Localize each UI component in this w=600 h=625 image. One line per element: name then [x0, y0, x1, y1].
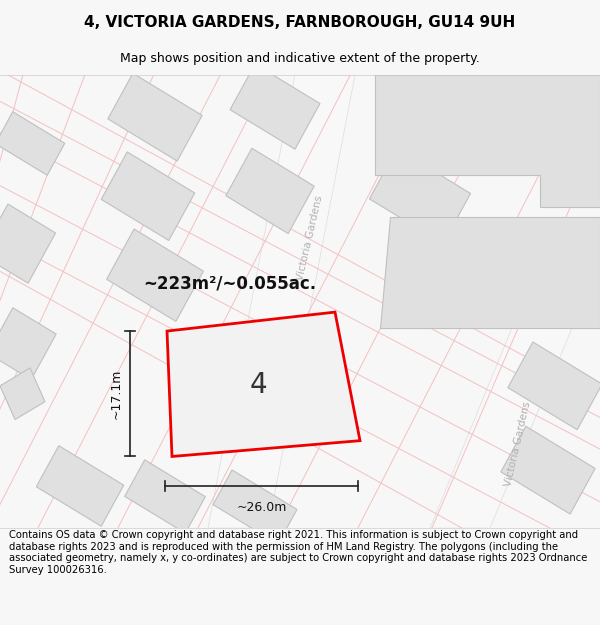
- Polygon shape: [101, 152, 195, 241]
- Text: ~17.1m: ~17.1m: [110, 369, 122, 419]
- Polygon shape: [377, 63, 483, 161]
- Text: Map shows position and indicative extent of the property.: Map shows position and indicative extent…: [120, 52, 480, 65]
- Text: ~26.0m: ~26.0m: [236, 501, 287, 514]
- Polygon shape: [375, 75, 600, 207]
- Polygon shape: [430, 259, 600, 528]
- Polygon shape: [36, 446, 124, 526]
- Polygon shape: [370, 149, 470, 244]
- Polygon shape: [0, 204, 56, 283]
- Text: ~223m²/~0.055ac.: ~223m²/~0.055ac.: [143, 274, 317, 292]
- Text: Contains OS data © Crown copyright and database right 2021. This information is : Contains OS data © Crown copyright and d…: [9, 530, 587, 575]
- Polygon shape: [501, 426, 595, 514]
- Polygon shape: [108, 73, 202, 161]
- Polygon shape: [125, 460, 205, 533]
- Text: Victoria Gardens: Victoria Gardens: [295, 195, 325, 282]
- Polygon shape: [0, 112, 65, 175]
- Text: Victoria Gardens: Victoria Gardens: [503, 401, 533, 488]
- Text: 4: 4: [250, 371, 268, 399]
- Polygon shape: [0, 308, 56, 380]
- Polygon shape: [230, 64, 320, 149]
- Polygon shape: [508, 342, 600, 430]
- Polygon shape: [0, 368, 45, 419]
- Polygon shape: [107, 229, 203, 321]
- Polygon shape: [208, 75, 355, 528]
- Polygon shape: [213, 470, 297, 544]
- Polygon shape: [226, 148, 314, 234]
- Text: 4, VICTORIA GARDENS, FARNBOROUGH, GU14 9UH: 4, VICTORIA GARDENS, FARNBOROUGH, GU14 9…: [85, 15, 515, 30]
- Polygon shape: [167, 312, 360, 456]
- Polygon shape: [380, 217, 600, 328]
